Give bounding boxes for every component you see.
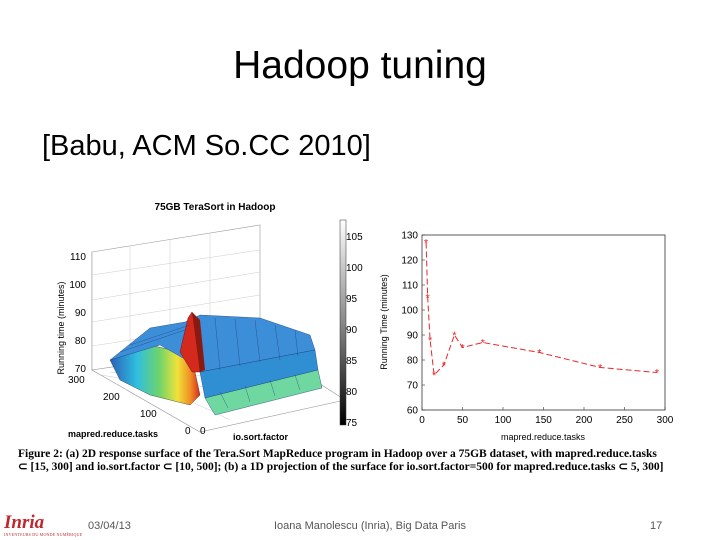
x-tick-label: 250 bbox=[616, 415, 633, 426]
inria-logo-text: Inria bbox=[4, 512, 45, 533]
x-tick-100: 100 bbox=[140, 409, 157, 420]
line-chart-points: ******* *** * bbox=[424, 238, 660, 383]
footer-date: 03/04/13 bbox=[88, 520, 131, 532]
y-tick-label: 130 bbox=[401, 231, 418, 242]
line-chart-y-ticks: 60 70 80 90 100 110 120 130 bbox=[401, 231, 425, 417]
data-point-marker: * bbox=[655, 368, 660, 380]
x-tick-label: 50 bbox=[457, 415, 469, 426]
inria-logo: Inria INVENTEURS DU MONDE NUMÉRIQUE bbox=[4, 512, 82, 537]
line-chart-ylabel: Running Time (minutes) bbox=[379, 274, 389, 370]
surface-peak-shade bbox=[192, 312, 205, 372]
z-tick-110: 110 bbox=[70, 252, 86, 263]
line-chart: Running Time (minutes) mapred.reduce.tas… bbox=[379, 231, 674, 443]
caption-line-1: Figure 2: (a) 2D response surface of the… bbox=[18, 448, 657, 460]
z-tick-100: 100 bbox=[69, 280, 86, 291]
surface-front bbox=[109, 344, 201, 406]
cbar-tick-85: 85 bbox=[346, 356, 358, 367]
z-tick-90: 90 bbox=[75, 308, 87, 319]
x-tick-label: 100 bbox=[495, 415, 512, 426]
surface-z-ticks: 110 100 90 80 70 bbox=[69, 252, 86, 375]
slide-title: Hadoop tuning bbox=[233, 44, 487, 87]
data-point-marker: * bbox=[432, 370, 437, 382]
y-tick-0: 0 bbox=[200, 426, 206, 437]
surface-side bbox=[204, 369, 323, 416]
data-point-marker: * bbox=[424, 238, 429, 250]
surface-mesh bbox=[119, 317, 301, 409]
cbar-tick-105: 105 bbox=[346, 232, 363, 243]
surface-chart: 75GB TeraSort in Hadoop bbox=[56, 202, 363, 442]
cbar-tick-80: 80 bbox=[346, 387, 358, 398]
figure-caption: Figure 2: (a) 2D response surface of the… bbox=[18, 448, 718, 474]
inria-logo-tagline: INVENTEURS DU MONDE NUMÉRIQUE bbox=[4, 532, 83, 537]
y-tick-label: 120 bbox=[401, 256, 418, 267]
line-chart-x-ticks: 0 50 100 150 200 250 300 bbox=[419, 407, 674, 426]
x-tick-200: 200 bbox=[103, 392, 120, 403]
data-point-marker: * bbox=[426, 293, 431, 305]
y-tick-label: 60 bbox=[407, 406, 419, 417]
line-series bbox=[425, 242, 657, 377]
z-tick-80: 80 bbox=[75, 336, 87, 347]
figure-panel: 75GB TeraSort in Hadoop bbox=[56, 202, 674, 443]
y-tick-label: 80 bbox=[407, 356, 419, 367]
x-tick-300: 300 bbox=[68, 375, 85, 386]
x-tick-label: 150 bbox=[535, 415, 552, 426]
x-tick-label: 300 bbox=[657, 415, 674, 426]
data-point-marker: * bbox=[537, 348, 542, 360]
footer-author: Ioana Manolescu (Inria), Big Data Paris bbox=[274, 520, 466, 532]
cbar-tick-75: 75 bbox=[346, 418, 358, 429]
colorbar bbox=[339, 219, 347, 426]
data-point-marker: * bbox=[481, 338, 486, 350]
x-tick-label: 200 bbox=[576, 415, 593, 426]
surface-ylabel: io.sort.factor bbox=[233, 432, 289, 442]
data-point-marker: * bbox=[442, 360, 447, 372]
data-point-marker: * bbox=[452, 330, 457, 342]
x-tick-0: 0 bbox=[185, 426, 191, 437]
surface-xlabel: mapred.reduce.tasks bbox=[68, 429, 158, 439]
y-tick-label: 100 bbox=[401, 306, 418, 317]
surface-chart-title: 75GB TeraSort in Hadoop bbox=[155, 202, 276, 213]
footer-page-number: 17 bbox=[650, 520, 663, 532]
z-tick-70: 70 bbox=[75, 364, 87, 375]
cbar-tick-90: 90 bbox=[346, 325, 358, 336]
y-tick-label: 110 bbox=[402, 281, 418, 292]
surface-top bbox=[109, 314, 316, 373]
colorbar-ticks: 105 100 95 90 85 80 75 bbox=[346, 232, 363, 429]
x-tick-label: 0 bbox=[419, 415, 425, 426]
surface-x-ticks: 300 200 100 0 bbox=[68, 375, 191, 437]
data-point-marker: * bbox=[460, 343, 465, 355]
line-chart-frame bbox=[421, 234, 666, 411]
surface-zlabel: Running time (minutes) bbox=[56, 281, 66, 374]
data-point-marker: * bbox=[598, 363, 603, 375]
y-tick-label: 90 bbox=[407, 331, 419, 342]
cbar-tick-95: 95 bbox=[346, 294, 358, 305]
caption-line-2: ⊂ [15, 300] and io.sort.factor ⊂ [10, 50… bbox=[18, 461, 664, 473]
slide-subtitle: [Babu, ACM So.CC 2010] bbox=[42, 130, 371, 162]
line-chart-xlabel: mapred.reduce.tasks bbox=[501, 432, 586, 442]
data-point-marker: * bbox=[428, 335, 433, 347]
cbar-tick-100: 100 bbox=[346, 263, 363, 274]
y-tick-label: 70 bbox=[407, 381, 419, 392]
